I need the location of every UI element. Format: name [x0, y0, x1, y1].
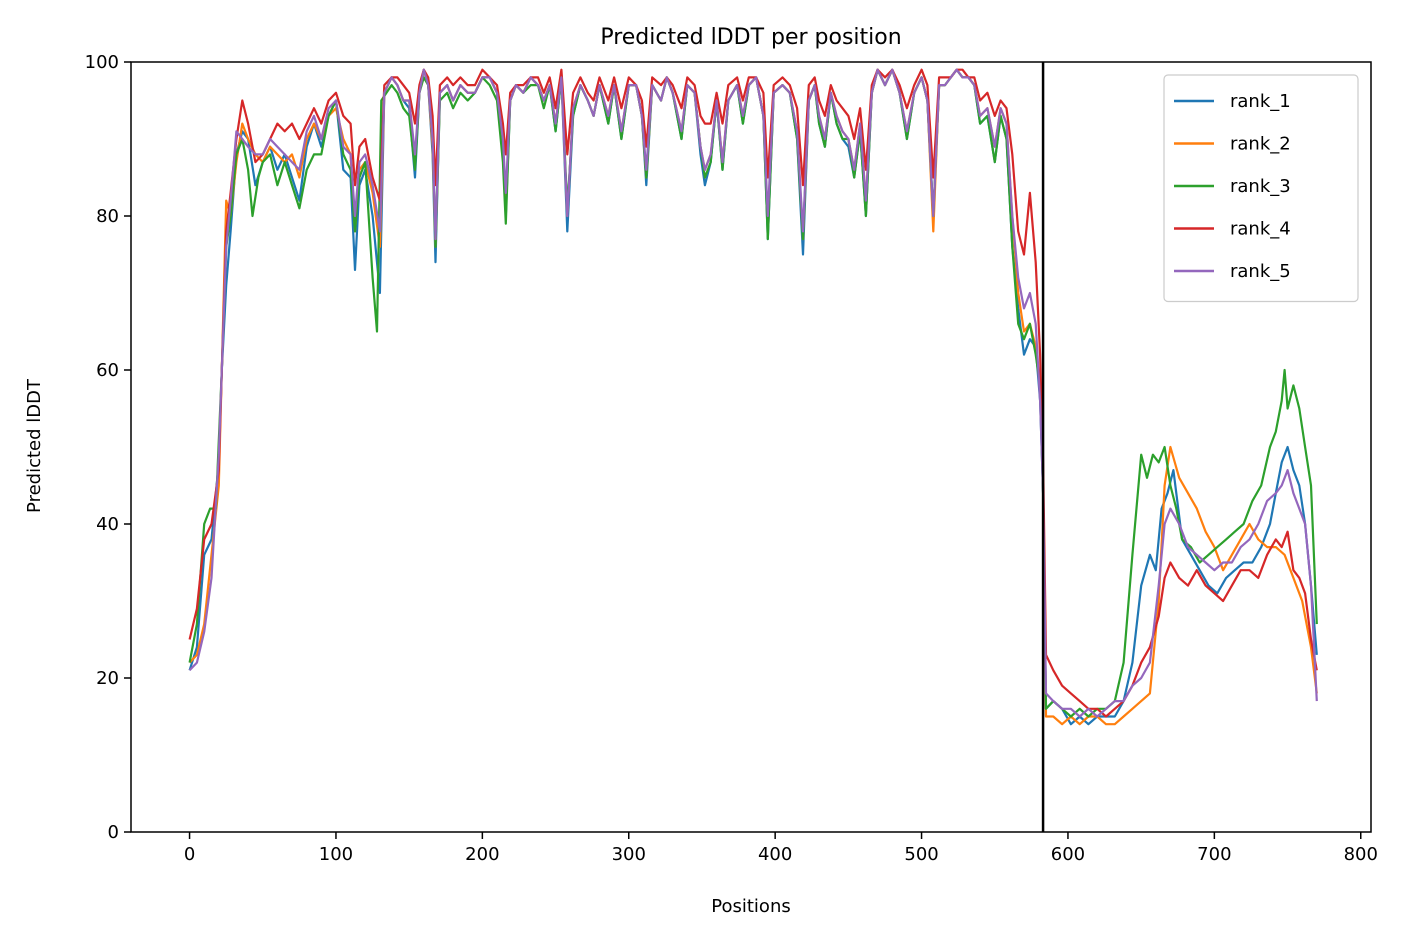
- legend-label: rank_2: [1230, 134, 1291, 155]
- x-tick-label: 200: [465, 844, 499, 865]
- x-tick-label: 700: [1197, 844, 1231, 865]
- plot-frame: [130, 61, 1372, 833]
- x-axis-ticks: 0 100 200 300 400 500 600 700 800: [184, 832, 1378, 865]
- x-tick-label: 0: [184, 844, 195, 865]
- y-tick-label: 80: [96, 206, 119, 227]
- y-axis-label: Predicted lDDT: [24, 378, 45, 513]
- y-tick-label: 100: [85, 52, 119, 73]
- plot-lines: [188, 62, 1318, 832]
- legend-label: rank_3: [1230, 176, 1291, 197]
- y-tick-label: 20: [96, 668, 119, 689]
- x-axis-label: Positions: [711, 896, 790, 917]
- series-line-rank_4: [188, 68, 1318, 718]
- x-tick-label: 400: [758, 844, 792, 865]
- x-tick-label: 800: [1344, 844, 1378, 865]
- y-axis-ticks: 0 20 40 60 80 100: [85, 52, 131, 843]
- chart-title: Predicted lDDT per position: [600, 25, 901, 50]
- legend: rank_1 rank_2 rank_3 rank_4 rank_5: [1163, 74, 1359, 303]
- legend-box: [1163, 74, 1359, 303]
- x-tick-label: 500: [904, 844, 938, 865]
- legend-label: rank_1: [1230, 91, 1291, 112]
- x-tick-label: 600: [1051, 844, 1085, 865]
- x-tick-label: 300: [612, 844, 646, 865]
- y-tick-label: 60: [96, 360, 119, 381]
- y-tick-label: 0: [108, 822, 119, 843]
- legend-label: rank_5: [1230, 261, 1291, 282]
- x-tick-label: 100: [319, 844, 353, 865]
- series-line-rank_5: [188, 68, 1318, 718]
- legend-label: rank_4: [1230, 219, 1291, 240]
- y-tick-label: 40: [96, 514, 119, 535]
